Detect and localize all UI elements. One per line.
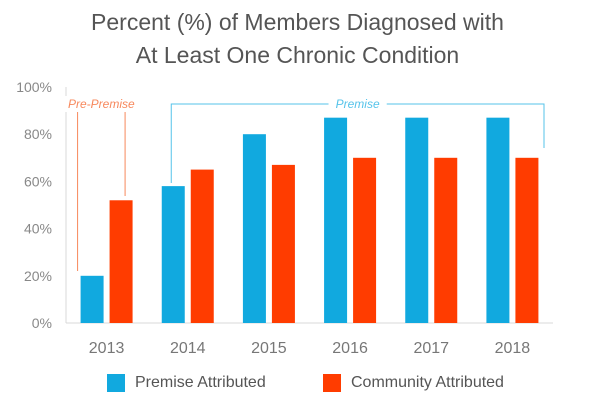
annotation-label-pre-premise: Pre-Premise bbox=[68, 97, 135, 111]
bar-premise-attributed bbox=[486, 117, 510, 324]
bar-community-attributed bbox=[109, 200, 133, 323]
chart-title-line-2: At Least One Chronic Condition bbox=[135, 42, 460, 68]
y-tick-label: 40% bbox=[24, 221, 52, 237]
bar-premise-attributed bbox=[405, 117, 429, 324]
y-tick-label: 80% bbox=[24, 126, 52, 142]
legend-label-community: Community Attributed bbox=[351, 374, 504, 391]
chart-title-line-1: Percent (%) of Members Diagnosed with bbox=[91, 9, 504, 35]
annotation-label-bg-premise bbox=[328, 96, 387, 112]
legend-label-premise: Premise Attributed bbox=[135, 374, 266, 391]
bar-premise-attributed bbox=[80, 275, 104, 323]
x-tick-label: 2016 bbox=[332, 340, 368, 357]
y-tick-label: 20% bbox=[24, 268, 52, 284]
x-tick-label: 2018 bbox=[495, 340, 531, 357]
legend-item-premise: Premise Attributed bbox=[107, 372, 266, 394]
legend-swatch-premise bbox=[107, 374, 125, 392]
annotation-label-premise: Premise bbox=[336, 97, 380, 111]
bar-community-attributed bbox=[353, 157, 377, 323]
legend-item-community: Community Attributed bbox=[323, 372, 504, 394]
chart-title: Percent (%) of Members Diagnosed with At… bbox=[0, 6, 595, 72]
bar-community-attributed bbox=[515, 157, 539, 323]
bar-community-attributed bbox=[271, 164, 295, 323]
bar-premise-attributed bbox=[161, 186, 185, 323]
bar-community-attributed bbox=[190, 169, 214, 323]
bar-community-attributed bbox=[434, 157, 458, 323]
legend-swatch-community bbox=[323, 374, 341, 392]
annotation-label-bg-pre-premise bbox=[59, 96, 144, 112]
bar-premise-attributed bbox=[324, 117, 348, 324]
bar-premise-attributed bbox=[242, 134, 266, 323]
x-tick-label: 2015 bbox=[251, 340, 287, 357]
x-tick-label: 2014 bbox=[170, 340, 206, 357]
x-tick-label: 2017 bbox=[413, 340, 449, 357]
x-tick-label: 2013 bbox=[89, 340, 125, 357]
y-tick-label: 0% bbox=[32, 315, 52, 331]
y-tick-label: 100% bbox=[16, 79, 52, 95]
y-tick-label: 60% bbox=[24, 173, 52, 189]
